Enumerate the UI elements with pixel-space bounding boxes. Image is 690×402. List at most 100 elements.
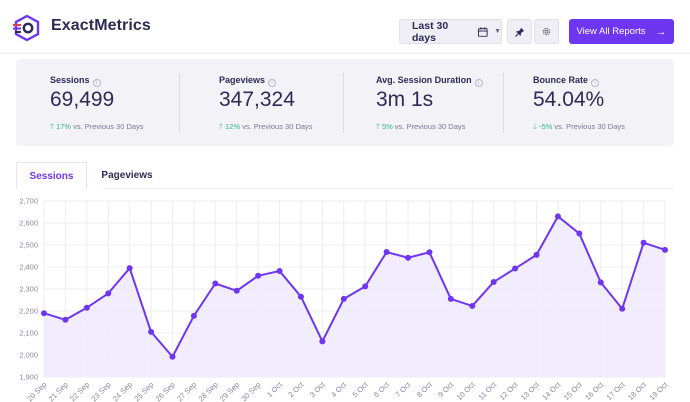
stat-change: 🡑 17% vs. Previous 30 Days (50, 122, 144, 131)
x-tick-label: 7 Oct (393, 379, 413, 399)
data-point (383, 249, 390, 256)
arrow-right-icon: → (655, 25, 667, 38)
info-icon[interactable]: i (474, 79, 483, 87)
x-tick-label: 27 Sep (175, 380, 198, 402)
y-tick-label: 2,600 (19, 219, 38, 228)
brand-name: ExactMetrics (51, 17, 151, 34)
data-point (126, 265, 133, 272)
stats-panel: Sessions i 69,499 🡑 17% vs. Previous 30 D… (16, 59, 674, 146)
x-tick-label: 10 Oct (455, 379, 478, 402)
stat-change: 🡓 -5% vs. Previous 30 Days (533, 122, 625, 131)
data-point (297, 293, 304, 300)
exactmetrics-logo-icon[interactable] (13, 14, 41, 42)
data-point (212, 280, 219, 287)
data-point (619, 305, 626, 312)
stat-label: Bounce Rate (533, 75, 589, 85)
arrow-up-icon: 🡑 (219, 122, 225, 131)
pin-button[interactable] (507, 19, 532, 44)
data-point (426, 249, 433, 256)
info-icon[interactable]: i (268, 79, 277, 87)
stat-value: 69,499 (50, 88, 115, 111)
data-point (276, 267, 283, 274)
data-point (169, 353, 176, 360)
settings-button[interactable] (534, 19, 559, 44)
data-point (554, 213, 561, 220)
x-tick-label: 6 Oct (372, 379, 392, 399)
y-tick-label: 2,100 (19, 329, 38, 338)
data-point (405, 254, 412, 261)
arrow-up-icon: 🡑 (50, 122, 56, 131)
data-point (362, 283, 369, 290)
x-tick-label: 23 Sep (89, 380, 112, 402)
stat-label: Avg. Session Duration (376, 75, 472, 85)
data-point (512, 265, 519, 272)
x-tick-label: 1 Oct (265, 379, 285, 399)
y-tick-label: 2,000 (19, 351, 38, 360)
x-tick-label: 20 Sep (25, 380, 48, 402)
data-point (233, 287, 240, 294)
date-range-label: Last 30 days (412, 19, 449, 44)
x-tick-label: 4 Oct (329, 379, 349, 399)
stat-label: Sessions (50, 75, 90, 85)
series-line (43, 215, 666, 358)
calendar-icon (478, 26, 489, 37)
x-tick-label: 24 Sep (111, 380, 134, 402)
data-point (319, 338, 326, 345)
divider (503, 73, 504, 133)
x-tick-label: 25 Sep (132, 380, 155, 402)
view-all-reports-label: View All Reports (576, 26, 646, 37)
chevron-down-icon: ▼ (494, 28, 501, 35)
data-point (83, 304, 90, 311)
x-tick-label: 12 Oct (498, 379, 521, 402)
data-point (640, 239, 647, 246)
data-point (105, 290, 112, 297)
sessions-area-chart: 1,900 2,000 2,100 2,200 2,300 2,400 2,500 2,600… (19, 197, 670, 402)
x-tick-label: 21 Sep (47, 380, 70, 402)
tabs-underline (103, 188, 674, 189)
date-range-dropdown[interactable]: Last 30 days ▼ (399, 19, 502, 44)
gear-icon (542, 27, 551, 36)
stat-change: 🡑 12% vs. Previous 30 Days (219, 122, 313, 131)
data-point (190, 312, 197, 319)
x-tick-label: 8 Oct (415, 379, 435, 399)
arrow-up-icon: 🡑 (376, 122, 382, 131)
x-tick-label: 22 Sep (68, 380, 91, 402)
app-header: ExactMetrics Last 30 days ▼ View All Rep… (0, 0, 690, 54)
series-area (44, 216, 665, 377)
data-point (469, 302, 476, 309)
x-tick-label: 3 Oct (308, 379, 328, 399)
x-tick-label: 29 Sep (218, 380, 241, 402)
arrow-down-icon: 🡓 (533, 122, 539, 131)
y-tick-label: 2,500 (19, 241, 38, 250)
y-tick-label: 2,300 (19, 285, 38, 294)
x-tick-label: 15 Oct (562, 379, 585, 402)
data-point (447, 295, 454, 302)
x-tick-label: 18 Oct (626, 379, 649, 402)
x-tick-label: 14 Oct (540, 379, 563, 402)
x-tick-label: 28 Sep (197, 380, 220, 402)
pin-icon (514, 27, 524, 37)
info-icon[interactable]: i (92, 79, 101, 87)
stat-value: 347,324 (219, 88, 295, 111)
x-tick-label: 16 Oct (583, 379, 606, 402)
x-tick-label: 11 Oct (477, 379, 499, 401)
tab-sessions[interactable]: Sessions (16, 162, 87, 189)
data-point (41, 310, 47, 317)
data-point (148, 328, 155, 335)
x-tick-label: 2 Oct (286, 379, 306, 399)
x-tick-label: 13 Oct (519, 379, 542, 402)
info-icon[interactable]: i (591, 79, 600, 87)
x-tick-label: 17 Oct (605, 379, 628, 402)
sessions-chart: 1,900 2,000 2,100 2,200 2,300 2,400 2,500 2,600… (0, 189, 690, 402)
y-tick-label: 1,900 (19, 373, 38, 382)
y-tick-label: 2,700 (19, 197, 38, 206)
view-all-reports-button[interactable]: View All Reports → (569, 19, 674, 44)
stat-value: 54.04% (533, 88, 605, 111)
tab-pageviews[interactable]: Pageviews (101, 170, 153, 181)
data-point (533, 251, 540, 258)
divider (343, 73, 344, 133)
x-tick-label: 9 Oct (436, 379, 456, 399)
x-tick-label: 26 Sep (154, 380, 177, 402)
divider (179, 73, 180, 133)
stat-change: 🡑 5% vs. Previous 30 Days (376, 122, 466, 131)
